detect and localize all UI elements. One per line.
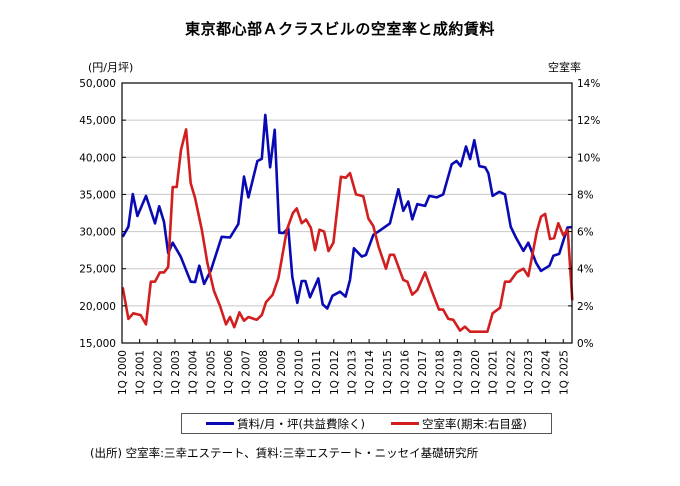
x-tick-label: 1Q 2021	[488, 350, 500, 395]
x-tick-label: 1Q 2010	[294, 350, 306, 395]
right-tick-label: 10%	[577, 152, 600, 164]
x-tick-label: 1Q 2013	[346, 350, 358, 395]
x-tick-label: 1Q 2005	[205, 350, 217, 395]
x-tick-label: 1Q 2000	[117, 350, 129, 395]
x-tick-label: 1Q 2002	[152, 350, 164, 395]
x-tick-label: 1Q 2003	[170, 350, 182, 395]
x-tick-label: 1Q 2009	[276, 350, 288, 395]
x-tick-label: 1Q 2019	[452, 350, 464, 395]
legend-item-vacancy: 空室率(期末:右目盛)	[391, 416, 527, 432]
left-tick-label: 30,000	[79, 227, 116, 239]
x-tick-label: 1Q 2024	[541, 350, 553, 395]
x-tick-label: 1Q 2025	[558, 350, 570, 395]
plot-frame	[121, 82, 573, 344]
x-tick-label: 1Q 2004	[188, 350, 200, 395]
left-axis-label: (円/月坪)	[88, 61, 133, 74]
x-tick-label: 1Q 2008	[258, 350, 270, 395]
left-tick-label: 20,000	[79, 301, 116, 313]
right-tick-label: 8%	[577, 189, 594, 201]
chart-title: 東京都心部Ａクラスビルの空室率と成約賃料	[185, 20, 495, 38]
right-tick-label: 0%	[577, 338, 594, 350]
left-tick-label: 25,000	[79, 264, 116, 276]
x-tick-label: 1Q 2014	[364, 350, 376, 395]
x-tick-label: 1Q 2023	[523, 350, 535, 395]
left-tick-label: 40,000	[79, 152, 116, 164]
x-tick-label: 1Q 2015	[382, 350, 394, 395]
x-tick-label: 1Q 2012	[329, 350, 341, 395]
right-tick-label: 12%	[577, 115, 600, 127]
x-tick-label: 1Q 2020	[470, 350, 482, 395]
vacancy-line	[121, 128, 574, 334]
right-tick-label: 6%	[577, 227, 594, 239]
right-tick-label: 14%	[577, 78, 600, 90]
legend-label-vacancy: 空室率(期末:右目盛)	[422, 416, 527, 431]
x-tick-label: 1Q 2016	[399, 350, 411, 395]
x-tick-label: 1Q 2022	[505, 350, 517, 395]
right-axis-label: 空室率	[548, 60, 581, 74]
rent-line	[121, 113, 573, 310]
right-tick-label: 2%	[577, 301, 594, 313]
x-tick-label: 1Q 2018	[435, 350, 447, 395]
legend: 賃料/月・坪(共益費除く) 空室率(期末:右目盛)	[181, 413, 552, 434]
legend-swatch-rent	[206, 422, 235, 425]
right-tick-label: 4%	[577, 264, 594, 276]
x-tick-label: 1Q 2017	[417, 350, 429, 395]
legend-label-rent: 賃料/月・坪(共益費除く)	[237, 416, 365, 431]
legend-swatch-vacancy	[391, 422, 419, 425]
left-tick-label: 45,000	[79, 115, 116, 127]
x-tick-label: 1Q 2001	[135, 350, 147, 395]
legend-item-rent: 賃料/月・坪(共益費除く)	[206, 416, 365, 432]
x-tick-label: 1Q 2011	[311, 350, 323, 395]
x-tick-label: 1Q 2006	[223, 350, 235, 395]
left-tick-label: 15,000	[79, 338, 116, 350]
source-note: (出所) 空室率:三幸エステート、賃料:三幸エステート・ニッセイ基礎研究所	[90, 446, 479, 460]
left-tick-label: 50,000	[79, 78, 116, 90]
left-tick-label: 35,000	[79, 189, 116, 201]
x-tick-label: 1Q 2007	[241, 350, 253, 395]
